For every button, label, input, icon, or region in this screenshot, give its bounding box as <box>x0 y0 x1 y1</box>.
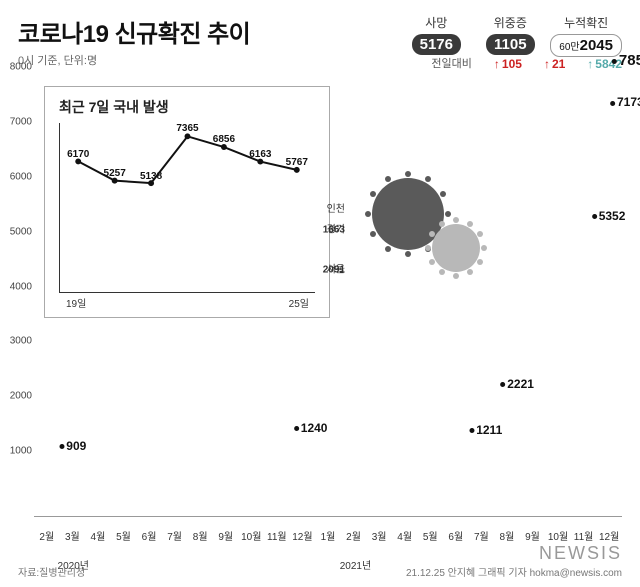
inset-x-tick: 19일 <box>66 295 86 310</box>
x-tick: 4월 <box>85 528 111 543</box>
annotation: 2221 <box>500 377 534 391</box>
inset-line-label: 6170 <box>67 149 89 160</box>
x-tick: 6월 <box>136 528 162 543</box>
inset-line-label: 5257 <box>104 168 126 179</box>
annotation: 1240 <box>294 421 328 435</box>
delta-prefix: 전일대비 <box>431 55 471 71</box>
x-tick: 9월 <box>520 528 546 543</box>
stat-critical-label: 위중증 <box>494 14 527 31</box>
y-tick: 6000 <box>10 171 32 182</box>
stats-block: 사망 5176 위중증 1105 누적확진 60만2045 <box>402 14 622 57</box>
annotation: 1211 <box>469 423 502 437</box>
x-tick: 12월 <box>596 528 622 543</box>
x-tick: 2월 <box>341 528 367 543</box>
x-axis: 2월3월4월5월6월7월8월9월10월11월12월1월2월3월4월5월6월7월8… <box>34 528 622 543</box>
x-tick: 7월 <box>469 528 495 543</box>
x-tick: 11월 <box>571 528 597 543</box>
stat-cumulative-label: 누적확진 <box>564 14 608 31</box>
region-label: 인천 <box>327 200 345 215</box>
x-tick: 1월 <box>315 528 341 543</box>
region-label: 경기 <box>327 221 345 236</box>
x-tick: 5월 <box>417 528 443 543</box>
stat-death-value: 5176 <box>412 34 461 55</box>
annotation: 909 <box>59 439 86 453</box>
x-tick: 5월 <box>111 528 137 543</box>
x-tick: 8월 <box>187 528 213 543</box>
x-tick: 7월 <box>162 528 188 543</box>
x-tick: 10월 <box>239 528 265 543</box>
page-title: 코로나19 신규확진 추이 <box>18 14 250 49</box>
annotation: 7850 <box>612 52 640 69</box>
x-tick: 10월 <box>545 528 571 543</box>
stat-critical-value: 1105 <box>486 34 535 55</box>
stat-death-delta: ↑105 <box>494 57 522 71</box>
inset-chart: 최근 7일 국내 발생 19일 25일 6170 5257 5138 7365 6856 6… <box>44 86 330 318</box>
x-tick: 4월 <box>392 528 418 543</box>
y-tick: 4000 <box>10 281 32 292</box>
y-tick: 3000 <box>10 336 32 347</box>
inset-line-label: 5138 <box>140 171 162 182</box>
annotation: 7173 <box>610 95 640 109</box>
x-tick: 12월 <box>290 528 316 543</box>
x-tick: 6월 <box>443 528 469 543</box>
x-tick: 8월 <box>494 528 520 543</box>
stat-critical-delta: ↑21 <box>544 57 565 71</box>
x-tick: 3월 <box>366 528 392 543</box>
newsis-logo: NEWSIS <box>406 543 622 564</box>
inset-line-label: 5767 <box>286 157 308 168</box>
y-tick: 8000 <box>10 62 32 73</box>
region-label: 서울 <box>327 261 345 276</box>
x-tick: 11월 <box>264 528 290 543</box>
inset-line-label: 6856 <box>213 134 235 145</box>
y-tick: 7000 <box>10 116 32 127</box>
inset-line-label: 6163 <box>249 149 271 160</box>
annotation: 5352 <box>592 209 626 223</box>
y-tick: 1000 <box>10 446 32 457</box>
x-tick: 2월 <box>34 528 60 543</box>
credit-text: 21.12.25 안지혜 그래픽 기자 hokma@newsis.com <box>406 564 622 579</box>
source-text: 자료:질병관리청 <box>18 564 85 579</box>
y-tick: 5000 <box>10 226 32 237</box>
stat-death-label: 사망 <box>425 14 447 31</box>
x-tick: 3월 <box>60 528 86 543</box>
x-tick: 9월 <box>213 528 239 543</box>
subtitle: 0시 기준, 단위:명 <box>18 52 250 68</box>
y-tick: 2000 <box>10 391 32 402</box>
inset-title: 최근 7일 국내 발생 <box>59 97 315 117</box>
inset-line-label: 7365 <box>176 123 198 134</box>
inset-x-tick: 25일 <box>289 295 309 310</box>
